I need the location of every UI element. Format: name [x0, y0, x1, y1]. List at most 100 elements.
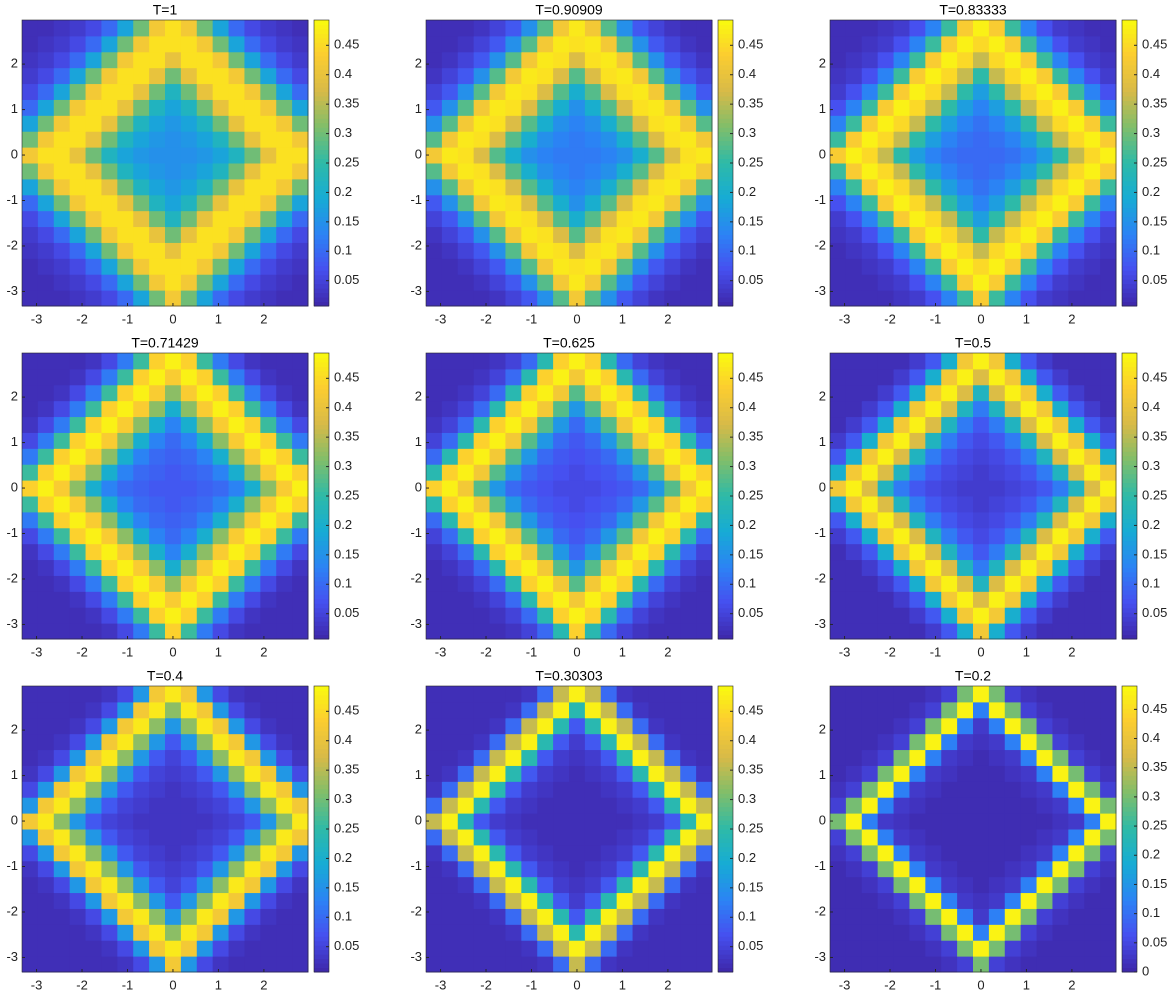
heat-cell	[909, 701, 926, 719]
heat-cell	[180, 416, 198, 433]
heat-cell	[180, 432, 198, 449]
heat-cell	[521, 147, 538, 164]
heat-cell	[276, 543, 293, 561]
heat-cell	[212, 749, 230, 766]
colorbar-segment	[1122, 455, 1137, 461]
heat-cell	[117, 131, 134, 148]
panel: T=0.90909-3 -2 -1 0 1 2-3-2-10120.050.10.150.…	[410, 2, 763, 327]
heat-cell	[505, 781, 522, 798]
heat-cell	[457, 765, 475, 782]
colorbar-segment	[1122, 428, 1137, 434]
heat-cell	[1068, 163, 1085, 180]
colorbar-segment	[314, 945, 329, 951]
heat-cell	[600, 147, 618, 164]
heat-cell	[228, 194, 245, 212]
heat-cell	[909, 496, 926, 513]
heat-cell	[69, 765, 87, 782]
heat-cell	[925, 559, 942, 576]
heat-cell	[569, 591, 586, 608]
heat-cell	[212, 686, 230, 703]
heat-cell	[196, 99, 214, 116]
colorbar-segment	[314, 460, 329, 466]
heat-cell	[988, 591, 1006, 608]
heat-cell	[616, 701, 634, 719]
heat-cell	[489, 797, 506, 814]
heat-cell	[537, 99, 554, 116]
heat-cell	[925, 701, 942, 719]
heat-cell	[1020, 163, 1038, 180]
heat-cell	[845, 924, 863, 941]
colorbar-segment	[718, 274, 733, 280]
heat-cell	[426, 860, 443, 878]
heat-cell	[85, 99, 102, 116]
heat-cell	[53, 749, 71, 766]
colorbar-segment	[1122, 806, 1137, 812]
heat-cell	[260, 765, 277, 782]
colorbar-tick-label: 0.25	[738, 820, 763, 835]
heat-cell	[893, 400, 910, 418]
heat-cell	[553, 448, 570, 465]
heat-cell	[69, 686, 87, 703]
heat-cell	[1004, 290, 1022, 307]
heat-cell	[909, 829, 926, 846]
heat-cell	[680, 210, 697, 228]
heat-cell	[861, 226, 879, 243]
heat-cell	[1084, 686, 1101, 703]
colorbar-tick-label: 0.25	[738, 154, 763, 169]
heat-cell	[941, 559, 958, 576]
y-tick-label: 0	[819, 812, 826, 827]
heat-cell	[505, 813, 522, 830]
heat-cell	[441, 511, 459, 529]
heat-cell	[69, 480, 87, 497]
heat-cell	[680, 290, 697, 307]
heat-cell	[893, 20, 910, 37]
heat-cell	[1084, 860, 1101, 878]
heat-cell	[457, 194, 475, 212]
heat-cell	[845, 83, 863, 100]
heat-cell	[861, 686, 879, 703]
heat-cell	[584, 384, 602, 402]
heat-cell	[1100, 607, 1117, 624]
heat-cell	[292, 416, 309, 433]
y-tick-label: -3	[6, 283, 18, 298]
heat-cell	[569, 242, 586, 259]
colorbar-segment	[718, 292, 733, 298]
heat-cell	[22, 575, 39, 592]
heat-cell	[85, 956, 102, 973]
heat-cell	[473, 83, 491, 100]
heat-cell	[149, 797, 166, 814]
heat-cell	[1100, 448, 1117, 465]
heat-cell	[53, 67, 71, 85]
colorbar-segment	[718, 545, 733, 551]
heat-cell	[426, 781, 443, 798]
colorbar-segment	[718, 927, 733, 933]
heat-cell	[1068, 701, 1085, 719]
heat-cell	[600, 384, 618, 402]
x-tick-label: -1	[122, 977, 134, 992]
heat-cell	[441, 384, 459, 402]
colorbar-segment	[1122, 73, 1137, 79]
colorbar-segment	[1122, 113, 1137, 119]
heat-cell	[680, 99, 697, 116]
heat-cell	[212, 432, 230, 449]
heat-cell	[521, 527, 538, 545]
heat-cell	[632, 131, 649, 148]
heat-cell	[696, 892, 713, 909]
colorbar-segment	[314, 549, 329, 555]
heat-cell	[553, 892, 570, 909]
heat-cell	[426, 559, 443, 576]
heat-cell	[69, 749, 87, 766]
heat-cell	[149, 956, 166, 973]
heat-cell	[1100, 543, 1117, 561]
colorbar-segment	[314, 949, 329, 955]
heat-cell	[941, 591, 958, 608]
colorbar-tick-label: 0.35	[738, 96, 763, 111]
heat-cell	[877, 860, 895, 878]
heat-cell	[117, 860, 134, 878]
colorbar-tick-label: 0.4	[738, 66, 756, 81]
heat-cell	[292, 511, 309, 529]
colorbar-segment	[314, 922, 329, 928]
heat-cell	[149, 178, 166, 196]
heat-cell	[648, 448, 665, 465]
heat-cell	[37, 908, 55, 925]
